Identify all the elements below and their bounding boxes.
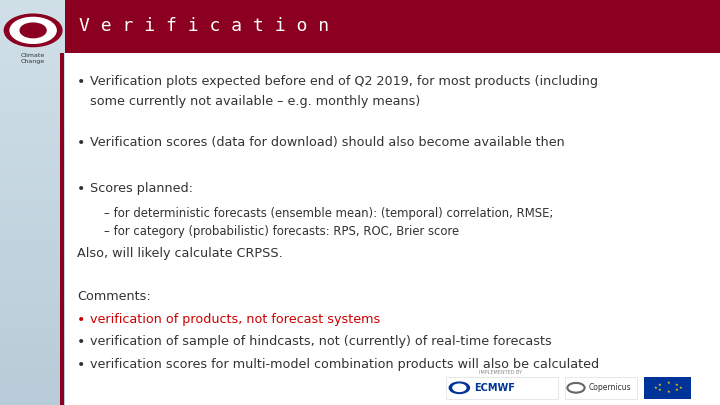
Text: verification scores for multi-model combination products will also be calculated: verification scores for multi-model comb… <box>90 358 599 371</box>
FancyBboxPatch shape <box>565 377 637 399</box>
Circle shape <box>20 23 46 38</box>
FancyBboxPatch shape <box>0 0 65 405</box>
FancyBboxPatch shape <box>446 377 558 399</box>
Text: ★: ★ <box>666 390 670 394</box>
FancyBboxPatch shape <box>644 377 691 399</box>
Text: •: • <box>77 182 86 196</box>
Text: some currently not available – e.g. monthly means): some currently not available – e.g. mont… <box>90 95 420 108</box>
Circle shape <box>10 17 56 43</box>
Text: ★: ★ <box>675 383 679 387</box>
Circle shape <box>4 14 62 47</box>
FancyBboxPatch shape <box>65 0 720 53</box>
FancyBboxPatch shape <box>60 53 64 405</box>
Text: – for category (probabilistic) forecasts: RPS, ROC, Brier score: – for category (probabilistic) forecasts… <box>104 225 459 238</box>
Text: Verification plots expected before end of Q2 2019, for most products (including: Verification plots expected before end o… <box>90 75 598 88</box>
Text: •: • <box>77 335 86 349</box>
Text: ★: ★ <box>657 383 662 387</box>
Text: ★: ★ <box>678 386 683 390</box>
Text: Scores planned:: Scores planned: <box>90 182 193 195</box>
Text: ECMWF: ECMWF <box>474 383 515 392</box>
Text: ★: ★ <box>666 381 670 385</box>
Text: Climate
Change: Climate Change <box>21 53 45 64</box>
Text: ★: ★ <box>675 388 679 392</box>
Text: •: • <box>77 358 86 373</box>
FancyBboxPatch shape <box>65 0 720 405</box>
Text: •: • <box>77 75 86 89</box>
Circle shape <box>449 382 469 394</box>
Text: Verification scores (data for download) should also become available then: Verification scores (data for download) … <box>90 136 564 149</box>
Text: Also, will likely calculate CRPSS.: Also, will likely calculate CRPSS. <box>77 247 283 260</box>
Text: •: • <box>77 313 86 327</box>
Text: Comments:: Comments: <box>77 290 150 303</box>
Text: V e r i f i c a t i o n: V e r i f i c a t i o n <box>79 17 329 35</box>
Circle shape <box>453 384 466 391</box>
Text: verification of sample of hindcasts, not (currently) of real-time forecasts: verification of sample of hindcasts, not… <box>90 335 552 347</box>
Text: IMPLEMENTED BY: IMPLEMENTED BY <box>479 370 522 375</box>
Text: •: • <box>77 136 86 150</box>
Text: verification of products, not forecast systems: verification of products, not forecast s… <box>90 313 380 326</box>
Text: – for deterministic forecasts (ensemble mean): (temporal) correlation, RMSE;: – for deterministic forecasts (ensemble … <box>104 207 554 220</box>
Text: ★: ★ <box>657 388 662 392</box>
Text: Copernicus: Copernicus <box>588 383 631 392</box>
Text: ★: ★ <box>654 386 658 390</box>
